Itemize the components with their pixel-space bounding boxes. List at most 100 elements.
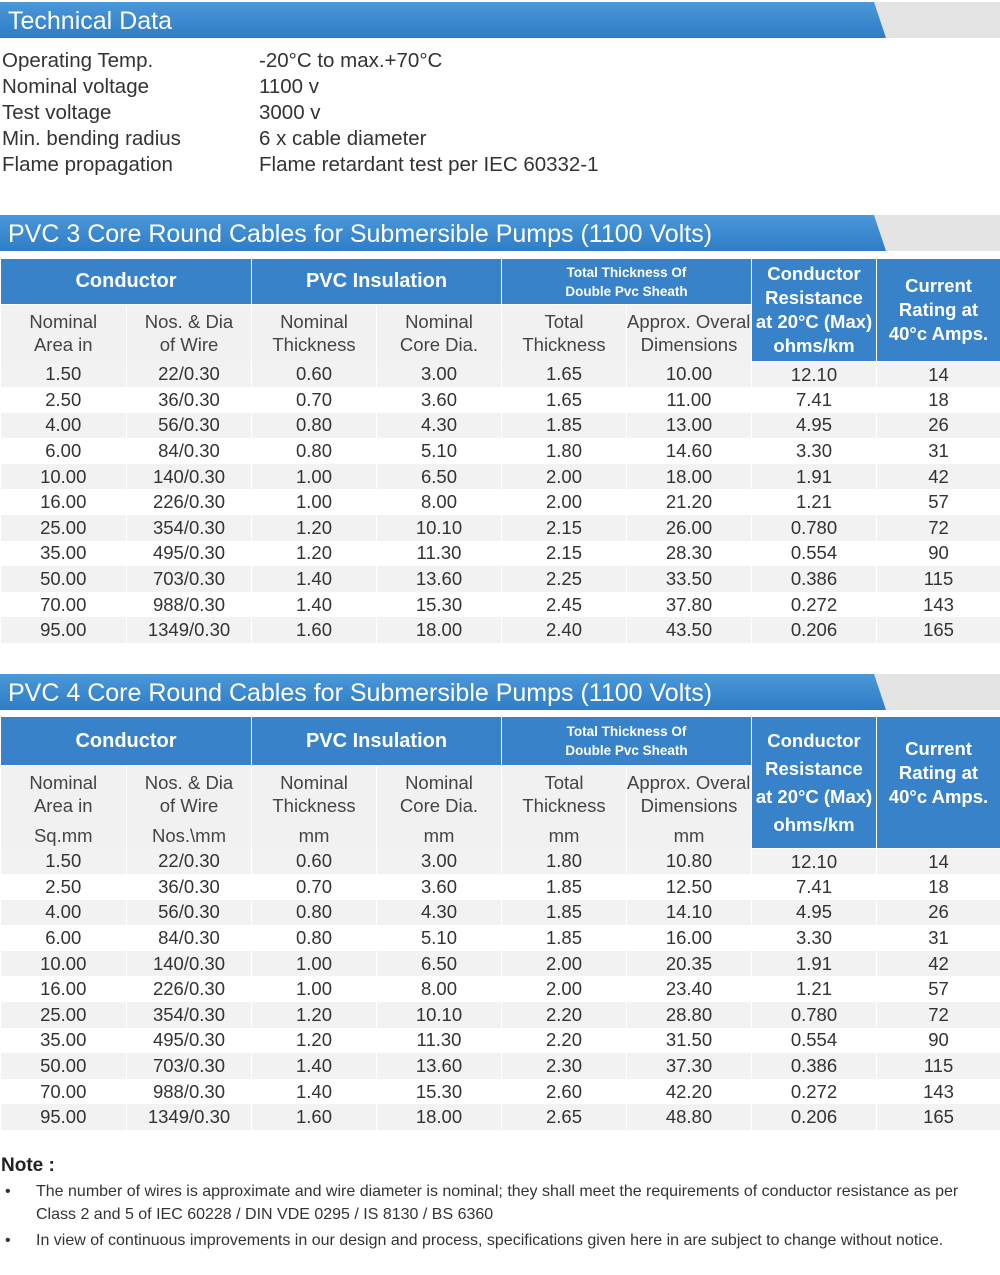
subheader-cell: Nominal Thickness (251, 304, 377, 362)
table-cell: 10.00 (0, 463, 127, 490)
table-cell: 36/0.30 (126, 874, 252, 900)
subheader-cell: Nos. & Dia of Wire (126, 304, 252, 362)
table-cell: 2.30 (501, 1053, 627, 1079)
table-cell: 1.65 (501, 361, 627, 388)
table-cell: 18.00 (626, 463, 752, 490)
table-cell: 1349/0.30 (126, 1104, 252, 1131)
subheader-cell: Nominal Core Dia. (376, 304, 502, 362)
table-cell: 31 (876, 925, 1000, 951)
table-cell: 42 (876, 463, 1000, 490)
table-cell: 16.00 (626, 925, 752, 951)
table-cell: 5.10 (376, 438, 502, 464)
table-cell: 1.40 (251, 1078, 377, 1105)
table-row: 16.00 226/0.30 1.00 8.00 2.00 23.40 1.21 57 (0, 976, 1000, 1003)
table-cell: 1.91 (751, 463, 877, 490)
table-row: 2.50 36/0.30 0.70 3.60 1.85 12.50 7.41 18 (0, 874, 1000, 900)
tech-row: Nominal voltage 1100 v (0, 74, 1000, 100)
table-cell: 3.60 (376, 387, 502, 413)
tech-row: Min. bending radius 6 x cable diameter (0, 126, 1000, 152)
group-header-insulation: PVC Insulation (251, 258, 502, 305)
table-cell: 56/0.30 (126, 899, 252, 926)
table-cell: 22/0.30 (126, 848, 252, 875)
table-row: 16.00 226/0.30 1.00 8.00 2.00 21.20 1.21 57 (0, 489, 1000, 516)
table-row: 25.00 354/0.30 1.20 10.10 2.20 28.80 0.780 72 (0, 1002, 1000, 1028)
table-cell: 0.780 (751, 1002, 877, 1028)
table-cell: 1349/0.30 (126, 617, 252, 644)
table-cell: 1.50 (0, 848, 127, 875)
table-cell: 226/0.30 (126, 976, 252, 1003)
table-row: 1.50 22/0.30 0.60 3.00 1.80 10.80 12.10 14 (0, 848, 1000, 875)
table-cell: 988/0.30 (126, 1078, 252, 1105)
table-cell: 0.780 (751, 515, 877, 541)
section-title-bar-technical: Technical Data (0, 2, 1000, 38)
table-cell: 35.00 (0, 540, 127, 567)
subheader-cell: Nos. & Dia of Wire (126, 765, 252, 823)
table-cell: 31.50 (626, 1027, 752, 1054)
table-cell: 0.272 (751, 1078, 877, 1105)
tech-row: Operating Temp. -20°C to max.+70°C (0, 48, 1000, 74)
subheader-cell: Total Thickness (501, 304, 627, 362)
table-cell: 2.15 (501, 540, 627, 567)
table-cell: 0.206 (751, 1104, 877, 1131)
table-cell: 0.60 (251, 361, 377, 388)
table-cell: 1.20 (251, 540, 377, 567)
table-cell: 2.00 (501, 950, 627, 977)
tech-value: 3000 v (259, 101, 321, 124)
table-cell: 33.50 (626, 566, 752, 592)
table-cell: 2.50 (0, 874, 127, 900)
table-cell: 22/0.30 (126, 361, 252, 388)
technical-data-list: Operating Temp. -20°C to max.+70°C Nomina… (0, 48, 1000, 178)
table-cell: 50.00 (0, 1053, 127, 1079)
header-resistance: Conductor Resistance at 20°C (Max) ohms/km (751, 716, 877, 849)
table-cell: 703/0.30 (126, 566, 252, 592)
table-cell: 42 (876, 950, 1000, 977)
table-cell: 354/0.30 (126, 1002, 252, 1028)
section-title: Technical Data (8, 7, 172, 35)
table-cell: 2.20 (501, 1027, 627, 1054)
unit-cell: mm (376, 822, 502, 849)
group-header-sheath: Total Thickness Of Double Pvc Sheath (501, 258, 752, 305)
table-cell: 6.50 (376, 463, 502, 490)
notes-section: Note : • The number of wires is approxima… (0, 1155, 1000, 1252)
table-cell: 15.30 (376, 1078, 502, 1105)
table-cell: 11.30 (376, 1027, 502, 1054)
table-cell: 4.95 (751, 412, 877, 439)
table-row: 95.00 1349/0.30 1.60 18.00 2.65 48.80 0.206 165 (0, 1104, 1000, 1131)
table-row: 6.00 84/0.30 0.80 5.10 1.85 16.00 3.30 31 (0, 925, 1000, 951)
table-row: 50.00 703/0.30 1.40 13.60 2.25 33.50 0.386 115 (0, 566, 1000, 592)
table-cell: 31 (876, 438, 1000, 464)
table-cell: 1.65 (501, 387, 627, 413)
table-cell: 4.00 (0, 899, 127, 926)
header-resistance: Conductor Resistance at 20°C (Max) ohms/km (751, 258, 877, 362)
table-cell: 90 (876, 540, 1000, 567)
table-cell: 8.00 (376, 489, 502, 516)
tech-label: Flame propagation (2, 153, 173, 176)
section-title-bar-4core: PVC 4 Core Round Cables for Submersible … (0, 674, 1000, 710)
table-cell: 4.30 (376, 899, 502, 926)
table-cell: 6.00 (0, 438, 127, 464)
table-cell: 13.60 (376, 1053, 502, 1079)
table-row: 70.00 988/0.30 1.40 15.30 2.45 37.80 0.272 143 (0, 591, 1000, 618)
table-cell: 115 (876, 566, 1000, 592)
bullet: • (5, 1183, 11, 1200)
table-cell: 0.70 (251, 874, 377, 900)
table-cell: 2.20 (501, 1002, 627, 1028)
table-cell: 0.386 (751, 566, 877, 592)
table-cell: 4.95 (751, 899, 877, 926)
table-cell: 8.00 (376, 976, 502, 1003)
table-cell: 2.15 (501, 515, 627, 541)
table-cell: 13.60 (376, 566, 502, 592)
table-cell: 28.30 (626, 540, 752, 567)
table-cell: 70.00 (0, 591, 127, 618)
table-cell: 1.85 (501, 874, 627, 900)
table-cell: 37.30 (626, 1053, 752, 1079)
table-cell: 15.30 (376, 591, 502, 618)
table-cell: 18.00 (376, 1104, 502, 1131)
group-header-sheath: Total Thickness Of Double Pvc Sheath (501, 716, 752, 766)
subheader-cell: Nominal Area in (0, 765, 127, 823)
table-cell: 43.50 (626, 617, 752, 644)
table-row: 10.00 140/0.30 1.00 6.50 2.00 20.35 1.91 42 (0, 950, 1000, 977)
table-cell: 0.80 (251, 925, 377, 951)
table-cell: 2.00 (501, 463, 627, 490)
table-cell: 14.10 (626, 899, 752, 926)
